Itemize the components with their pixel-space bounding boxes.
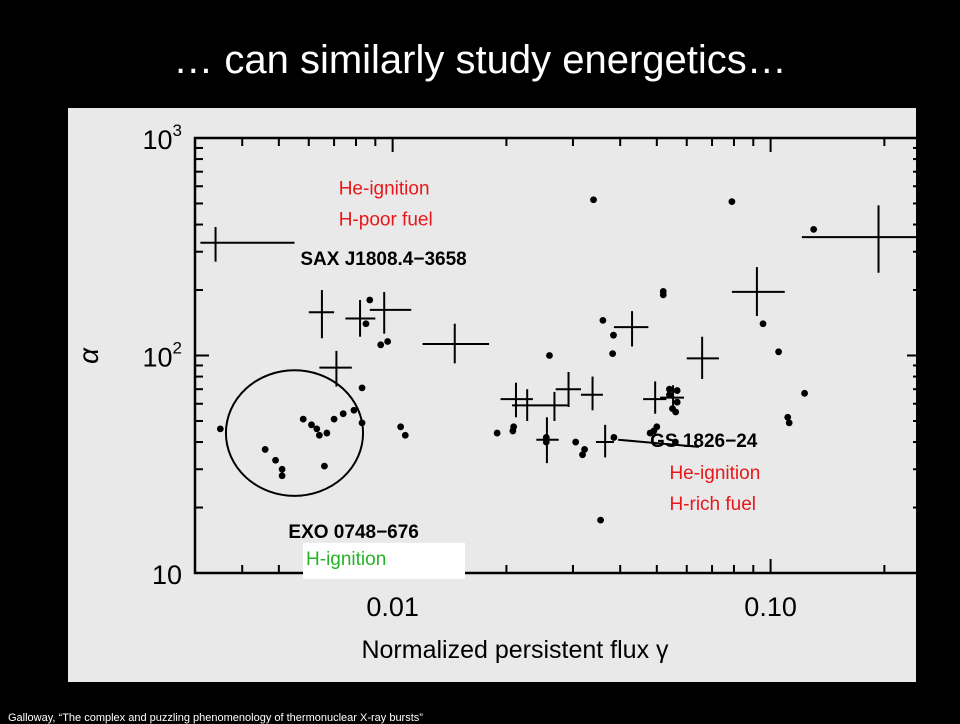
source-label: EXO 0748−676 [288,522,418,543]
data-point [659,288,667,295]
data-point [330,415,338,423]
data-point [261,446,269,453]
data-point [581,446,588,453]
data-point [493,429,501,437]
data-point [673,398,681,406]
data-point [728,198,736,206]
data-point [542,434,550,441]
data-point [610,434,618,441]
x-tick-label: 0.01 [366,592,419,622]
data-point [784,413,792,421]
regime-label: He-ignition [669,463,760,484]
y-tick-label: 103 [142,121,182,155]
regime-label: H-ignition [306,549,386,570]
data-point [610,331,617,339]
data-point [801,389,808,397]
data-point [775,348,783,356]
data-point [278,465,286,473]
data-point [315,431,323,439]
data-point [321,462,328,470]
gs-1826-leader-line [618,438,699,448]
data-point [672,408,680,416]
data-point [272,456,279,464]
data-point [653,423,661,431]
data-point [599,317,607,324]
plot-frame [193,136,923,575]
regime-label: H-poor fuel [339,209,433,230]
data-point [313,425,321,433]
h-ignition-label-box [303,542,466,579]
data-point [323,429,331,437]
data-point [350,406,358,414]
data-point [362,320,370,328]
data-point [666,385,673,393]
exo-0748-circle [224,369,365,497]
data-point [666,391,673,399]
source-label: SAX J1808.4−3658 [300,249,466,270]
data-point [397,423,405,431]
data-point [339,410,347,418]
y-tick-label: 102 [142,339,182,373]
data-point [810,225,818,233]
y-tick-label: 10 [152,560,182,590]
scatter-chart: 10 102 103 0.01 0.10 SAX J1808.4−3658 GS 1826−… [73,121,923,664]
data-point [572,438,580,446]
data-point [590,196,597,204]
regime-label: He-ignition [339,178,430,199]
data-point [785,419,793,427]
data-point [546,352,553,359]
data-point [609,350,617,358]
data-point [579,451,586,459]
data-point [308,421,315,429]
data-point [510,423,518,431]
x-axis-label: Normalized persistent flux γ [361,636,669,664]
plot-panel: 10 102 103 0.01 0.10 SAX J1808.4−3658 GS 1826−… [68,108,923,682]
regime-label: H-rich fuel [669,494,756,515]
data-point [366,296,374,304]
data-point [384,338,392,345]
data-point [377,341,385,349]
citation-footer: Galloway, “The complex and puzzling phen… [8,712,423,724]
data-point [299,415,307,423]
data-point [597,516,604,524]
data-point [401,431,409,439]
data-point [278,472,286,480]
data-point [358,384,366,392]
data-point [216,425,224,433]
slide-title: … can similarly study energetics… [173,38,787,82]
source-label: GS 1826−24 [650,431,758,452]
data-point [759,320,767,328]
x-tick-label: 0.10 [744,592,797,622]
data-point [673,387,681,394]
data-point [672,438,679,446]
y-axis-label: α [73,347,104,364]
data-point [358,419,366,427]
